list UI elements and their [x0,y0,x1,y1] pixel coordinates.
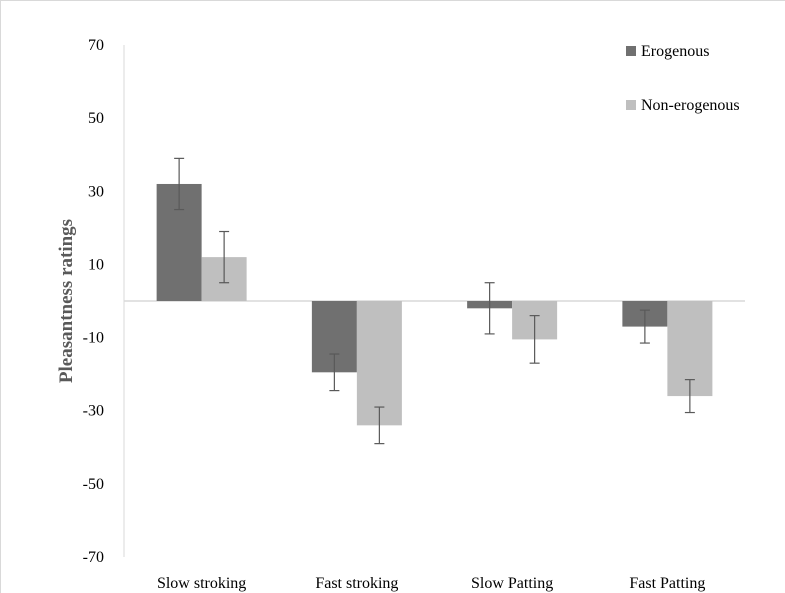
x-category-label: Slow stroking [157,575,246,592]
error-bar [374,406,385,445]
y-tick-label: -50 [83,476,104,493]
legend-label: Erogenous [641,43,709,60]
error-bar [529,315,540,364]
labels: 70 50 30 10 -10 -30 -50 -70 Pleasantness ratings… [56,37,705,592]
y-tick-label: 50 [88,110,104,127]
y-tick-label: 10 [88,256,104,273]
x-category-label: Slow Patting [471,575,553,592]
y-tick-label: 30 [88,183,104,200]
y-axis-title: Pleasantness ratings [56,219,77,383]
y-tick-label: 70 [88,37,104,54]
y-tick-label: -10 [83,330,104,347]
legend-swatch-erogenous [626,46,636,56]
error-bar [174,157,185,211]
x-category-label: Fast stroking [315,575,398,592]
y-tick-label: -70 [83,549,104,566]
legend-label: Non-erogenous [641,97,740,114]
error-bar [484,282,495,335]
error-bar [639,309,650,344]
legend: Erogenous Non-erogenous [626,43,740,114]
bar-non-erogenous-1 [356,301,402,426]
x-category-label: Fast Patting [629,575,705,592]
error-bar [329,353,340,392]
y-tick-label: -30 [83,403,104,420]
legend-swatch-non-erogenous [626,100,636,110]
bars [156,183,713,426]
error-bars [174,157,695,445]
error-bar [684,379,695,414]
error-bar [219,230,230,284]
